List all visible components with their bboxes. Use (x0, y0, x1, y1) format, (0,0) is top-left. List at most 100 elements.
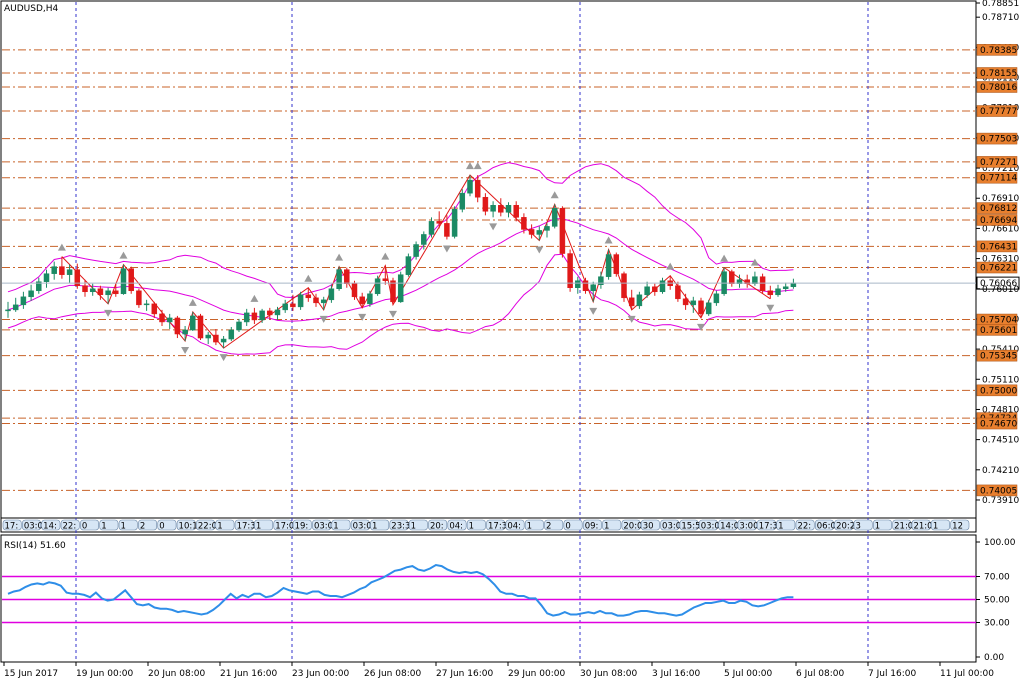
fractal-down-marker (535, 246, 544, 254)
time-tag (950, 519, 970, 531)
candle-bull (413, 244, 419, 257)
time-tag-label: 1 (121, 522, 126, 532)
level-price-tag-label: 0.76694 (980, 216, 1017, 226)
time-tag-label: 22: (797, 522, 811, 532)
candle-bear (213, 334, 219, 343)
candle-bull (259, 310, 265, 321)
time-tag-label: 03:00 (701, 522, 726, 532)
fractal-down-marker (358, 313, 367, 321)
time-tag (138, 519, 158, 531)
time-tag-label: 19: (295, 522, 309, 532)
time-tag (931, 519, 950, 531)
level-price-tag-label: 0.75345 (980, 352, 1017, 362)
time-tag-label: 1 (469, 522, 474, 532)
time-tag (273, 519, 293, 531)
candle-bull (605, 254, 612, 277)
zigzag-indicator (61, 174, 771, 349)
candle-bull (182, 329, 188, 335)
candle-bear (675, 285, 681, 300)
price-tick-label: 0.74810 (982, 405, 1019, 415)
candle-bull (467, 179, 473, 194)
fractal-up-marker (250, 294, 259, 302)
time-tag (756, 519, 776, 531)
fractal-down-marker (442, 245, 451, 253)
candle-bull (713, 293, 720, 304)
level-price-tag-label: 0.74005 (980, 486, 1017, 496)
time-axis: 15 Jun 2017 19 Jun 00:00 20 Jun 08:00 21 Ju… (3, 662, 994, 679)
time-tag (679, 519, 699, 531)
time-tag-label: 12 (952, 522, 963, 532)
candle-bear (267, 310, 273, 316)
level-price-tag-label: 0.78155 (980, 69, 1017, 79)
candle-bear (97, 288, 104, 296)
fractal-up-marker (381, 252, 390, 260)
time-tag (544, 519, 564, 531)
time-tag-label: 04: (449, 522, 463, 532)
time-tag-label: 1 (101, 522, 106, 532)
time-tag-label: 1 (217, 522, 222, 532)
time-tag-label: 03:00 (24, 522, 49, 532)
time-tick-label: 5 Jul 00:00 (724, 669, 773, 679)
candle-bear (151, 303, 158, 315)
candle-bear (521, 217, 527, 230)
rsi-line (7, 563, 794, 617)
fractal-up-marker (188, 298, 197, 306)
time-tick-label: 26 Jun 08:00 (364, 669, 421, 679)
time-tag (834, 519, 854, 531)
time-tag-label: 1 (372, 522, 377, 532)
time-tag-label: 21:00 (894, 522, 919, 532)
level-price-tag (976, 67, 1018, 79)
time-tag-label: 0 (159, 522, 164, 532)
time-tag (466, 519, 486, 531)
candle-bear (482, 196, 489, 212)
time-tag-label: 03:00 (662, 522, 687, 532)
candle-bear (528, 229, 535, 235)
candle-bull (421, 234, 427, 245)
rsi-tick-label: 70.00 (984, 573, 1010, 583)
candle-bear (313, 297, 319, 304)
current-price-tag (976, 276, 1020, 290)
fractal-down-marker (104, 309, 113, 317)
candle-bull (659, 280, 666, 293)
candle-bull (575, 280, 581, 288)
candle-bear (251, 312, 258, 321)
candle-bull (89, 288, 96, 293)
candle-bear (74, 269, 81, 286)
fractal-markers (57, 162, 775, 362)
time-tick-label: 27 Jun 16:00 (436, 669, 493, 679)
bollinger-upper (7, 162, 794, 299)
candle-bull (490, 205, 496, 212)
level-price-tag-label: 0.77503 (980, 135, 1017, 145)
horizontal-levels (2, 49, 976, 491)
candle-bull (190, 315, 196, 331)
time-tag (737, 519, 757, 531)
time-tick-label: 15 Jun 2017 (4, 669, 58, 679)
candle-bear (474, 179, 481, 198)
time-tag (911, 519, 931, 531)
time-tag-label: 3:00 (739, 522, 758, 532)
candle-bull (505, 205, 512, 213)
time-tag (215, 519, 235, 531)
time-tick-label: 11 Jul 00:00 (940, 669, 994, 679)
time-tick-label: 29 Jun 00:00 (508, 669, 565, 679)
candle-bull (790, 282, 797, 287)
fractal-up-marker (604, 236, 613, 244)
price-tick-label: 0.74510 (982, 436, 1019, 446)
candle-bear (359, 296, 365, 305)
fractal-up-marker (304, 274, 313, 282)
fractal-up-marker (720, 254, 729, 262)
fractal-down-marker (627, 315, 636, 323)
price-tick-label: 0.73910 (982, 496, 1019, 506)
fractal-up-marker (335, 253, 344, 261)
time-tag-label: 09: (585, 522, 599, 532)
fractal-down-marker (319, 315, 328, 323)
level-price-tag (976, 132, 1018, 145)
candle-bull (28, 290, 34, 298)
candle-bear (174, 317, 181, 335)
candle-bear (136, 290, 142, 306)
candle-bear (744, 279, 750, 284)
level-price-tag (976, 384, 1018, 397)
